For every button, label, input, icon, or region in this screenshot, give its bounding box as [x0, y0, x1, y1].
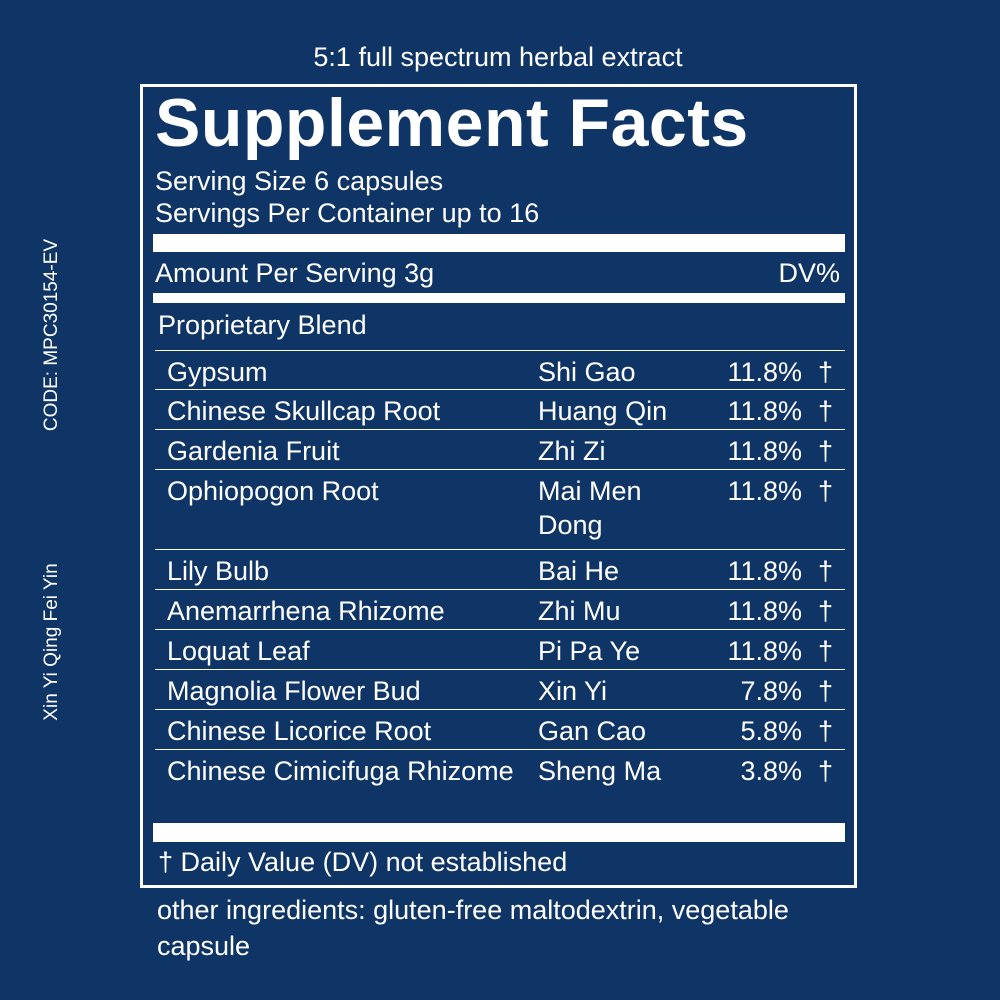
- ingredient-name: Chinese Cimicifuga Rhizome: [167, 754, 527, 788]
- dagger: †: [818, 355, 833, 389]
- pinyin-name: Xin Yi: [538, 674, 698, 708]
- dagger: †: [818, 474, 833, 508]
- formula-name: Xin Yi Qing Fei Yin: [41, 563, 63, 720]
- daily-value: 7.8%: [740, 674, 802, 708]
- pinyin-name: Bai He: [538, 554, 698, 588]
- ingredient-name: Gardenia Fruit: [167, 434, 527, 468]
- daily-value: 3.8%: [740, 754, 802, 788]
- daily-value: 11.8%: [727, 554, 802, 588]
- thick-bar: [153, 234, 845, 252]
- row-rule: [155, 389, 845, 390]
- medium-bar: [153, 293, 845, 303]
- daily-value: 11.8%: [727, 355, 802, 389]
- ingredient-name: Chinese Skullcap Root: [167, 394, 527, 428]
- ingredient-name: Chinese Licorice Root: [167, 714, 527, 748]
- row-rule: [155, 749, 845, 750]
- row-rule: [155, 709, 845, 710]
- product-code: CODE: MPC30154-EV: [41, 239, 63, 431]
- daily-value: 11.8%: [727, 434, 802, 468]
- pinyin-name: Sheng Ma: [538, 754, 698, 788]
- daily-value: 5.8%: [740, 714, 802, 748]
- pinyin-name: Pi Pa Ye: [538, 634, 698, 668]
- row-rule: [155, 629, 845, 630]
- daily-value: 11.8%: [727, 394, 802, 428]
- row-rule: [155, 549, 845, 550]
- label: 5:1 full spectrum herbal extract Supplem…: [0, 0, 1000, 1000]
- dagger: †: [818, 394, 833, 428]
- dagger: †: [818, 634, 833, 668]
- other-ingredients: other ingredients: gluten-free maltodext…: [157, 892, 837, 964]
- pinyin-name: Shi Gao: [538, 355, 698, 389]
- pinyin-name: Huang Qin: [538, 394, 698, 428]
- dagger: †: [818, 434, 833, 468]
- ingredient-name: Anemarrhena Rhizome: [167, 594, 527, 628]
- daily-value: 11.8%: [727, 594, 802, 628]
- row-rule: [155, 589, 845, 590]
- ingredient-name: Lily Bulb: [167, 554, 527, 588]
- bottom-bar: [153, 823, 845, 842]
- amount-per-serving: Amount Per Serving 3g: [155, 256, 434, 290]
- pinyin-name: Zhi Mu: [538, 594, 698, 628]
- footnote: † Daily Value (DV) not established: [158, 845, 567, 879]
- ingredient-name: Magnolia Flower Bud: [167, 674, 527, 708]
- row-rule: [155, 469, 845, 470]
- servings-per-container: Servings Per Container up to 16: [155, 196, 539, 230]
- row-rule: [155, 350, 845, 351]
- row-rule: [155, 429, 845, 430]
- pinyin-name: Gan Cao: [538, 714, 698, 748]
- row-rule: [155, 669, 845, 670]
- top-note: 5:1 full spectrum herbal extract: [0, 42, 996, 73]
- title: Supplement Facts: [155, 84, 749, 162]
- daily-value: 11.8%: [727, 634, 802, 668]
- serving-size: Serving Size 6 capsules: [155, 164, 443, 198]
- dv-header: DV%: [778, 256, 840, 290]
- dagger: †: [818, 554, 833, 588]
- ingredient-name: Gypsum: [167, 355, 527, 389]
- dagger: †: [818, 594, 833, 628]
- dagger: †: [818, 754, 833, 788]
- pinyin-name: Mai Men Dong: [538, 474, 698, 542]
- ingredient-name: Ophiopogon Root: [167, 474, 527, 508]
- daily-value: 11.8%: [727, 474, 802, 508]
- pinyin-name: Zhi Zi: [538, 434, 698, 468]
- dagger: †: [818, 714, 833, 748]
- dagger: †: [818, 674, 833, 708]
- ingredient-name: Loquat Leaf: [167, 634, 527, 668]
- blend-title: Proprietary Blend: [158, 308, 367, 342]
